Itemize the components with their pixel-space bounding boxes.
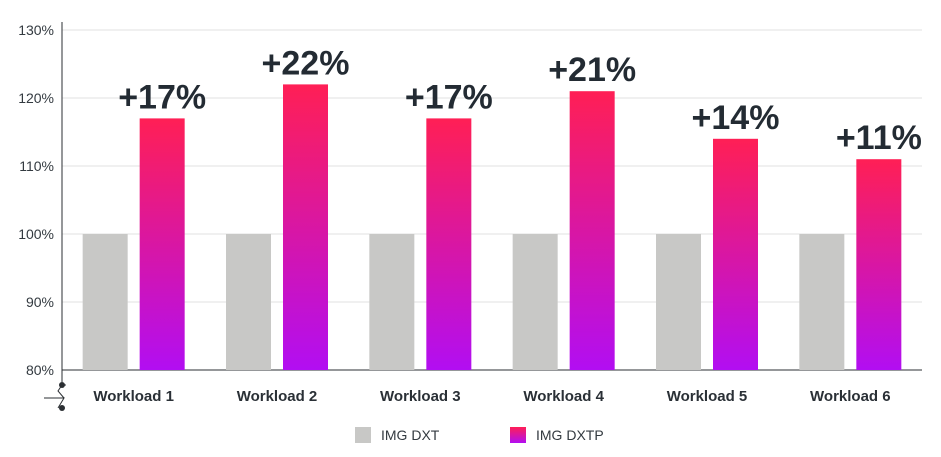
legend: IMG DXT IMG DXTP <box>0 427 941 447</box>
bar-img-dxtp-workload-5 <box>713 138 758 370</box>
bar-img-dxtp-workload-2 <box>283 84 328 371</box>
bar-img-dxtp-workload-6 <box>856 159 902 370</box>
legend-label-img-dxt: IMG DXT <box>381 427 440 443</box>
x-tick-label-workload-5: Workload 5 <box>667 388 748 405</box>
axis-break-dot <box>59 405 65 411</box>
y-tick-label-120: 120% <box>18 90 54 106</box>
legend-swatch-img-dxt <box>355 427 371 443</box>
x-tick-label-workload-2: Workload 2 <box>237 388 318 405</box>
bar-img-dxt-workload-6 <box>799 234 845 370</box>
grid <box>62 29 922 303</box>
y-tick-label-110: 110% <box>19 158 54 174</box>
data-label-workload-1: +17% <box>118 78 206 116</box>
x-tick-label-workload-1: Workload 1 <box>93 388 174 405</box>
y-tick-label-130: 130% <box>18 22 54 38</box>
bar-img-dxt-workload-4 <box>512 234 558 370</box>
legend-item-img-dxt: IMG DXT <box>355 427 439 443</box>
y-tick-label-80: 80% <box>26 362 54 378</box>
data-label-workload-4: +21% <box>548 51 636 89</box>
y-tick-label-100: 100% <box>18 226 54 242</box>
x-tick-label-workload-4: Workload 4 <box>523 388 604 405</box>
data-label-workload-3: +17% <box>405 78 493 116</box>
legend-label-img-dxtp: IMG DXTP <box>536 427 604 443</box>
bar-img-dxtp-workload-3 <box>426 118 472 371</box>
bar-img-dxt-workload-5 <box>656 234 701 370</box>
bar-img-dxt-workload-2 <box>226 234 271 370</box>
x-tick-label-workload-3: Workload 3 <box>380 388 461 405</box>
labels: 80% 90% 100% 110% 120% 130% +17% Workload 1 +22%… <box>18 22 922 405</box>
data-label-workload-5: +14% <box>692 99 780 137</box>
axis-break-marker <box>44 384 66 409</box>
axes <box>44 22 922 411</box>
data-label-workload-6: +11% <box>836 119 922 157</box>
bar-img-dxtp-workload-1 <box>139 118 185 371</box>
bars <box>82 84 902 371</box>
bar-img-dxtp-workload-4 <box>569 91 615 370</box>
y-tick-label-90: 90% <box>26 294 54 310</box>
bar-img-dxt-workload-1 <box>82 234 128 370</box>
legend-swatch-img-dxtp <box>510 427 526 443</box>
axis-break-dot <box>59 382 65 388</box>
data-label-workload-2: +22% <box>262 44 350 82</box>
bar-img-dxt-workload-3 <box>369 234 415 370</box>
x-tick-label-workload-6: Workload 6 <box>810 388 891 405</box>
legend-item-img-dxtp: IMG DXTP <box>510 427 604 443</box>
